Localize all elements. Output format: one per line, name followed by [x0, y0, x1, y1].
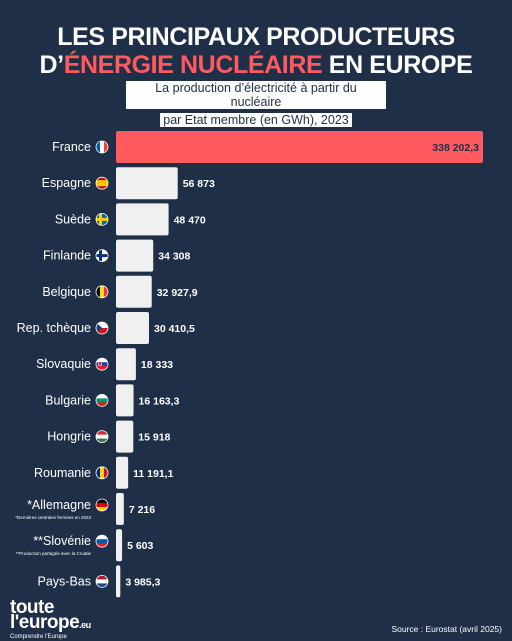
category-label: Espagne	[42, 176, 91, 190]
value-label: 48 470	[174, 214, 206, 226]
romania-flag-icon	[95, 466, 109, 480]
category-label: France	[52, 140, 91, 154]
spain-flag-icon	[95, 176, 109, 190]
value-label: 34 308	[158, 251, 190, 263]
belgium-flag-icon	[95, 285, 109, 299]
bulgaria-flag-icon	[95, 393, 109, 407]
bar	[116, 456, 129, 489]
germany-flag-icon	[95, 498, 109, 512]
category-label: Roumanie	[34, 466, 91, 480]
value-label: 56 873	[183, 178, 215, 190]
category-label: Pays-Bas	[38, 574, 92, 588]
chart-subtitle: La production d’électricité à partir du …	[126, 81, 386, 129]
bar	[116, 312, 149, 344]
finland-flag-icon	[95, 249, 109, 263]
bar	[116, 239, 154, 272]
category-note: **Production partagée avec la Croatie	[16, 551, 92, 556]
value-label: 15 918	[138, 432, 170, 444]
bar	[116, 493, 124, 525]
source-note: Source : Eurostat (avril 2025)	[391, 624, 502, 634]
hungary-flag-icon	[95, 430, 109, 444]
title-accent: ÉNERGIE NUCLÉAIRE	[63, 51, 323, 79]
logo-line1: toute	[10, 597, 54, 618]
slovakia-flag-icon	[95, 357, 109, 371]
bar	[116, 529, 123, 562]
subtitle-line2: par Etat membre (en GWh), 2023	[160, 113, 352, 127]
logo-tagline: Comprendre l'Europe	[10, 634, 67, 640]
chart-title-line1: LES PRINCIPAUX PRODUCTEURS	[57, 23, 455, 51]
category-label: Belgique	[42, 285, 91, 299]
title-prefix: D’	[39, 51, 65, 79]
category-label: Rep. tchèque	[17, 321, 91, 335]
value-label: 338 202,3	[432, 142, 479, 154]
bar	[116, 131, 483, 163]
chart-title-line2: D’ÉNERGIE NUCLÉAIRE EN EUROPE	[0, 50, 512, 80]
logo-line2: l'europe	[10, 612, 80, 633]
slovenia-flag-icon	[95, 534, 109, 548]
czech-flag-icon	[95, 321, 109, 335]
value-label: 16 163,3	[139, 395, 180, 407]
value-label: 3 985,3	[125, 576, 160, 588]
bar	[116, 348, 136, 381]
bar	[116, 167, 178, 200]
toute-leurope-logo: toute l'europe.eu Comprendre l'Europe	[10, 597, 91, 641]
category-label: *Allemagne	[27, 498, 91, 512]
value-label: 5 603	[127, 540, 153, 552]
value-label: 18 333	[141, 359, 173, 371]
category-label: Slovaquie	[36, 357, 91, 371]
france-flag-icon	[95, 140, 109, 154]
bar	[116, 420, 134, 453]
bar	[116, 275, 152, 308]
bar	[116, 384, 134, 417]
sweden-flag-icon	[95, 212, 109, 226]
value-label: 32 927,9	[157, 287, 198, 299]
category-note: *Dernières centrales fermées en 2023	[15, 515, 91, 520]
netherlands-flag-icon	[95, 575, 109, 588]
subtitle-line1: La production d’électricité à partir du …	[126, 81, 386, 109]
value-label: 30 410,5	[154, 323, 195, 335]
category-label: Suède	[55, 212, 91, 226]
value-label: 11 191,1	[133, 468, 173, 480]
bar	[116, 565, 121, 598]
logo-suffix: .eu	[79, 620, 91, 630]
category-label: Bulgarie	[45, 393, 91, 407]
category-label: Finlande	[43, 249, 91, 263]
bar	[116, 203, 169, 236]
value-label: 7 216	[129, 504, 155, 516]
category-label: **Slovénie	[33, 534, 91, 548]
title-suffix: EN EUROPE	[322, 51, 473, 79]
category-label: Hongrie	[47, 430, 91, 444]
